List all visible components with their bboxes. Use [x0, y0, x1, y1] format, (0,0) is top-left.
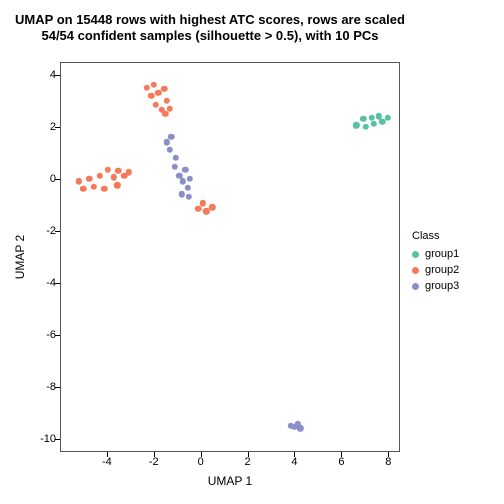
y-tick-label: 2 — [16, 121, 56, 133]
data-point — [182, 166, 188, 172]
y-tick-label: -8 — [16, 381, 56, 393]
data-point — [75, 178, 81, 184]
title-line-1: UMAP on 15448 rows with highest ATC scor… — [0, 12, 420, 28]
x-tick-label: 6 — [326, 456, 356, 468]
data-point — [91, 183, 97, 189]
data-point — [162, 110, 168, 116]
data-point — [368, 114, 374, 120]
y-tick-label: -4 — [16, 277, 56, 289]
data-point — [148, 92, 154, 98]
data-point — [187, 175, 193, 181]
data-point — [167, 147, 173, 153]
legend-label: group3 — [425, 280, 459, 292]
data-point — [101, 186, 107, 192]
data-point — [353, 122, 359, 128]
data-point — [150, 82, 156, 88]
x-axis-label: UMAP 1 — [60, 474, 400, 488]
data-point — [209, 204, 215, 210]
data-point — [126, 169, 132, 175]
y-tick-label: 4 — [16, 69, 56, 81]
data-point — [379, 118, 385, 124]
data-point — [105, 166, 111, 172]
data-point — [371, 121, 377, 127]
umap-scatter-chart: UMAP on 15448 rows with highest ATC scor… — [0, 0, 504, 504]
data-point — [186, 194, 192, 200]
data-point — [203, 208, 209, 214]
data-point — [114, 182, 120, 188]
legend-label: group1 — [425, 248, 459, 260]
x-tick-label: -4 — [92, 456, 122, 468]
legend-item: group3 — [412, 278, 459, 294]
data-point — [172, 164, 178, 170]
data-point — [360, 116, 366, 122]
legend-label: group2 — [425, 264, 459, 276]
data-point — [163, 139, 169, 145]
data-point — [163, 97, 169, 103]
data-point — [111, 174, 117, 180]
x-tick-label: 2 — [233, 456, 263, 468]
data-point — [195, 205, 201, 211]
data-point — [184, 185, 190, 191]
data-point — [179, 191, 185, 197]
legend-item: group2 — [412, 262, 459, 278]
y-tick-label: -6 — [16, 329, 56, 341]
data-point — [143, 84, 149, 90]
y-tick-label: 0 — [16, 173, 56, 185]
plot-area — [60, 62, 400, 452]
data-point — [385, 114, 391, 120]
legend-item: group1 — [412, 246, 459, 262]
x-tick-label: -2 — [139, 456, 169, 468]
legend: Class group1 group2 group3 — [412, 230, 459, 294]
data-point — [168, 134, 174, 140]
data-point — [161, 86, 167, 92]
legend-swatch — [412, 267, 419, 274]
data-point — [86, 175, 92, 181]
chart-title: UMAP on 15448 rows with highest ATC scor… — [0, 12, 420, 45]
legend-swatch — [412, 283, 419, 290]
data-point — [180, 178, 186, 184]
data-point — [155, 90, 161, 96]
data-point — [200, 200, 206, 206]
data-point — [80, 186, 86, 192]
data-point — [173, 155, 179, 161]
y-tick-label: -10 — [16, 433, 56, 445]
title-line-2: 54/54 confident samples (silhouette > 0.… — [0, 28, 420, 44]
x-tick-label: 8 — [373, 456, 403, 468]
data-point — [363, 123, 369, 129]
legend-title: Class — [412, 230, 459, 242]
data-point — [96, 173, 102, 179]
data-point — [297, 425, 303, 431]
legend-swatch — [412, 251, 419, 258]
x-tick-label: 0 — [186, 456, 216, 468]
x-tick-label: 4 — [279, 456, 309, 468]
data-point — [167, 105, 173, 111]
y-tick-label: -2 — [16, 225, 56, 237]
